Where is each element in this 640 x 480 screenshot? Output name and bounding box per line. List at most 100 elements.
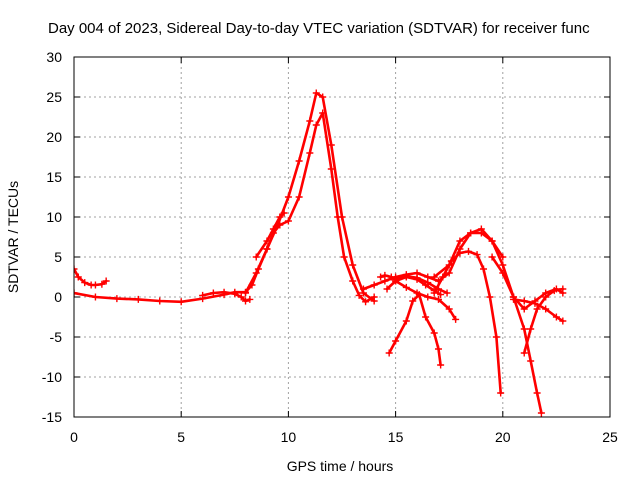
chart-title: Day 004 of 2023, Sidereal Day-to-day VTE… — [48, 20, 590, 37]
data-point — [445, 305, 453, 313]
data-point — [280, 209, 288, 217]
data-point — [424, 293, 432, 301]
data-point — [445, 261, 453, 269]
series-sat-b — [74, 109, 378, 306]
data-point — [392, 277, 400, 285]
y-tick-label: -15 — [42, 409, 62, 425]
data-point — [306, 149, 314, 157]
data-point — [284, 217, 292, 225]
data-point — [242, 297, 250, 305]
data-point — [74, 265, 78, 273]
data-point — [327, 141, 335, 149]
data-point — [246, 295, 254, 303]
data-point — [443, 289, 451, 297]
x-tick-label: 20 — [495, 429, 511, 445]
data-point — [312, 89, 320, 97]
series-sat-l — [430, 229, 545, 417]
y-tick-label: 15 — [46, 169, 62, 185]
series-sat-o — [520, 285, 567, 357]
data-point — [284, 193, 292, 201]
data-point — [349, 277, 357, 285]
data-point — [437, 291, 445, 299]
y-tick-label: 30 — [46, 49, 62, 65]
data-point — [387, 273, 395, 281]
y-tick-label: 5 — [54, 249, 62, 265]
data-point — [520, 297, 528, 305]
data-point — [74, 273, 82, 281]
data-point — [492, 333, 500, 341]
data-point — [74, 289, 78, 297]
data-point — [242, 289, 250, 297]
data-point — [499, 269, 507, 277]
series-sat-a — [74, 265, 110, 289]
data-point — [533, 305, 541, 313]
data-point — [537, 409, 545, 417]
data-point — [252, 269, 260, 277]
series-sat-j — [385, 291, 445, 369]
data-point — [177, 298, 185, 306]
data-point — [312, 121, 320, 129]
data-point — [452, 315, 460, 323]
data-point — [237, 293, 245, 301]
data-point — [295, 157, 303, 165]
data-point — [445, 269, 453, 277]
series-line — [387, 293, 442, 367]
x-axis-title: GPS time / hours — [287, 458, 394, 474]
axes: 0 5 10 15 20 25 -15 -10 -5 0 5 10 15 20 25 30 — [42, 49, 618, 445]
data-point — [480, 265, 488, 273]
data-point — [430, 289, 438, 297]
data-point — [439, 273, 447, 281]
data-point — [552, 313, 560, 321]
data-point — [437, 361, 445, 369]
data-point — [527, 325, 535, 333]
x-tick-label: 10 — [281, 429, 297, 445]
data-point — [531, 299, 539, 307]
data-point — [319, 93, 327, 101]
data-point — [340, 253, 348, 261]
data-point — [134, 295, 142, 303]
series-sat-k — [430, 247, 505, 397]
data-point — [362, 298, 370, 306]
data-point — [402, 273, 410, 281]
data-point — [422, 281, 430, 289]
data-point — [377, 273, 385, 281]
data-point — [220, 288, 228, 296]
data-point — [430, 273, 438, 281]
data-point — [252, 253, 260, 261]
grid — [74, 57, 610, 417]
x-tick-label: 25 — [602, 429, 618, 445]
series-line — [74, 111, 376, 304]
data-point — [91, 293, 99, 301]
y-tick-label: 0 — [54, 289, 62, 305]
data-point — [456, 249, 464, 257]
series-line — [432, 250, 503, 395]
y-axis-title: SDTVAR / TECUs — [5, 181, 21, 293]
data-point — [542, 305, 550, 313]
data-point — [370, 281, 378, 289]
data-point — [383, 285, 391, 293]
x-tick-label: 15 — [388, 429, 404, 445]
data-point — [359, 285, 367, 293]
y-tick-label: -10 — [42, 369, 62, 385]
data-point — [542, 293, 550, 301]
series-line — [522, 287, 565, 355]
plot-frame — [73, 56, 611, 418]
data-point — [276, 213, 284, 221]
data-point — [497, 389, 505, 397]
data-point — [499, 261, 507, 269]
data-point — [91, 281, 99, 289]
data-point — [263, 237, 271, 245]
data-point — [520, 305, 528, 313]
data-point — [295, 193, 303, 201]
data-point — [199, 291, 207, 299]
series-sat-e — [252, 209, 288, 261]
series-line — [244, 91, 376, 303]
data-point — [409, 297, 417, 305]
data-point — [550, 287, 558, 295]
data-point — [559, 317, 567, 325]
x-tick-label: 5 — [177, 429, 185, 445]
data-point — [422, 313, 430, 321]
data-point — [402, 283, 410, 291]
data-point — [98, 280, 106, 288]
